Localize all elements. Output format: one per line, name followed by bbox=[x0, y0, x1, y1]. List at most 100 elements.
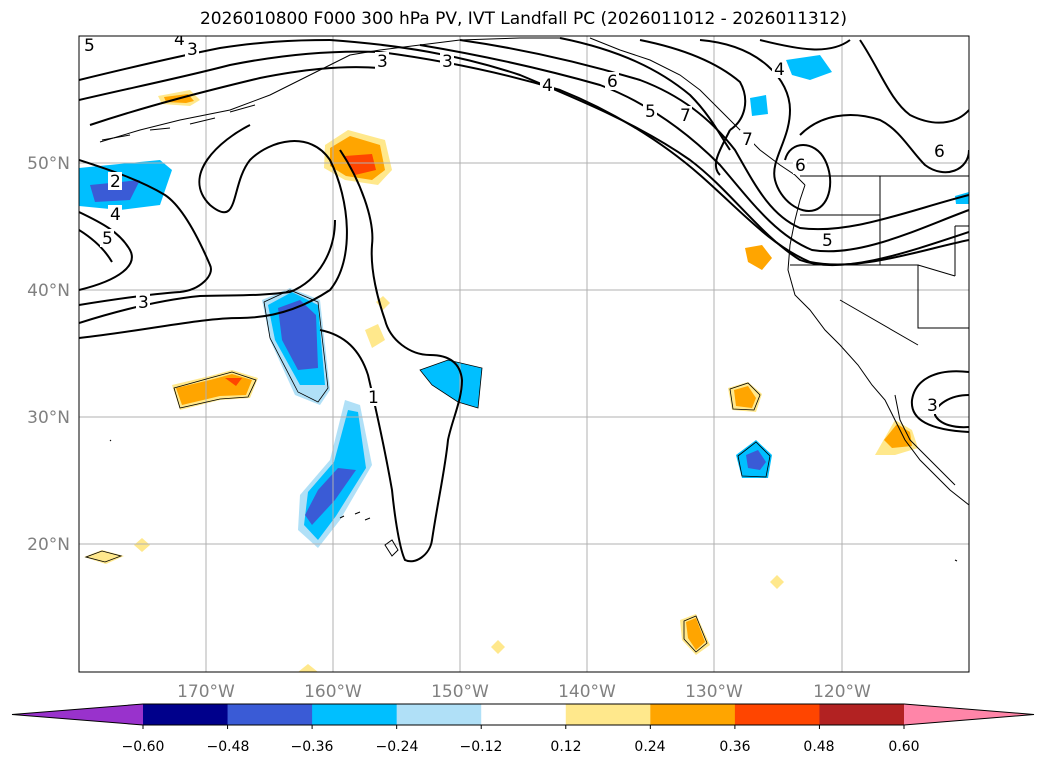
negative-anomaly-core bbox=[746, 450, 766, 470]
positive-anomaly-region bbox=[134, 538, 150, 552]
positive-anomaly-region bbox=[491, 640, 505, 654]
positive-anomaly-region bbox=[365, 324, 385, 348]
contour-3 bbox=[79, 219, 336, 324]
contour-low bbox=[910, 370, 969, 433]
contour-label: 7 bbox=[742, 130, 753, 150]
pacific-northwest-coast bbox=[787, 184, 969, 506]
contour-label: 6 bbox=[934, 142, 945, 162]
contour-5 bbox=[79, 229, 113, 263]
contour-label: 3 bbox=[138, 293, 149, 313]
contour-label: 6 bbox=[607, 72, 618, 92]
colorbar-extend-min bbox=[12, 704, 143, 725]
contour-label: 1 bbox=[368, 388, 379, 408]
colorbar-segment bbox=[227, 704, 313, 725]
contour-label: 3 bbox=[187, 40, 198, 60]
lat-label: 40°N bbox=[27, 281, 70, 301]
colorbar-segment bbox=[650, 704, 736, 725]
contour-label: 4 bbox=[774, 60, 785, 80]
colorbar-extend-max bbox=[904, 704, 1034, 725]
contour-ridge bbox=[799, 114, 969, 174]
contour-label: 6 bbox=[795, 156, 806, 176]
negative-anomaly-region bbox=[786, 55, 832, 80]
positive-anomaly-region bbox=[770, 575, 784, 589]
positive-anomaly-region bbox=[734, 386, 756, 408]
contour-label: 3 bbox=[377, 52, 388, 72]
lat-label: 50°N bbox=[27, 154, 70, 174]
contour-label: 2 bbox=[110, 172, 121, 192]
contour-1 bbox=[79, 124, 348, 339]
contour-labels: 5 4 3 2 3 3 4 6 5 7 7 6 4 6 bbox=[82, 36, 946, 416]
colorbar-segment bbox=[481, 704, 567, 725]
contour-ridge bbox=[859, 39, 969, 124]
contour-label: 5 bbox=[102, 229, 113, 249]
pv-contours bbox=[79, 37, 969, 563]
baja-coast bbox=[894, 394, 956, 486]
contour-4 bbox=[79, 211, 133, 291]
contour-label: 3 bbox=[927, 396, 938, 416]
negative-anomaly-core bbox=[305, 468, 356, 525]
contour-ridge bbox=[714, 129, 731, 176]
graticule bbox=[79, 36, 969, 672]
contour-label: 4 bbox=[110, 205, 121, 225]
latitude-labels: 50°N 40°N 30°N 20°N bbox=[27, 154, 70, 555]
colorbar-segment bbox=[819, 704, 905, 725]
alaska-panhandle-coast bbox=[589, 37, 806, 186]
jet-contour-6 bbox=[459, 39, 969, 231]
hawaii-islands bbox=[339, 511, 399, 557]
lon-label: 140°W bbox=[558, 682, 616, 702]
lat-label: 30°N bbox=[27, 408, 70, 428]
contour-1 bbox=[319, 149, 464, 563]
positive-anomaly-region bbox=[84, 550, 124, 564]
colorbar-tick-label: −0.36 bbox=[291, 739, 334, 755]
lon-label: 120°W bbox=[813, 682, 871, 702]
map-frame bbox=[78, 35, 970, 673]
colorbar-tick-label: 0.60 bbox=[888, 739, 919, 755]
pv-shading bbox=[79, 55, 969, 672]
colorbar-segment bbox=[565, 704, 651, 725]
small-islands bbox=[109, 439, 958, 562]
colorbar-segment bbox=[396, 704, 482, 725]
contour-ridge bbox=[759, 39, 851, 51]
contour-3 bbox=[79, 39, 331, 81]
negative-anomaly-region bbox=[750, 95, 768, 116]
positive-anomaly-region bbox=[745, 245, 772, 270]
jet-contour-4 bbox=[379, 51, 969, 266]
colorbar-tick-label: −0.12 bbox=[460, 739, 503, 755]
map-plot-area: 5 4 3 2 3 3 4 6 5 7 7 6 4 6 bbox=[79, 36, 969, 672]
aleutian-islands bbox=[101, 104, 256, 141]
colorbar-tick-label: −0.60 bbox=[122, 739, 165, 755]
contour-label: 7 bbox=[680, 106, 691, 126]
colorbar-segment bbox=[312, 704, 398, 725]
contour-label: 3 bbox=[442, 52, 453, 72]
jet-contour-5 bbox=[419, 44, 969, 253]
contour-label: 4 bbox=[542, 76, 553, 96]
contour-7 bbox=[559, 37, 731, 151]
contour-6 bbox=[639, 39, 747, 131]
colorbar-tick-label: 0.36 bbox=[719, 739, 750, 755]
colorbar-tick-label: 0.12 bbox=[550, 739, 581, 755]
contour-label: 5 bbox=[645, 102, 656, 122]
positive-anomaly-region bbox=[686, 618, 705, 650]
contour-ridge bbox=[699, 39, 832, 212]
contour-5 bbox=[89, 66, 381, 126]
lat-label: 20°N bbox=[27, 535, 70, 555]
lon-label: 150°W bbox=[431, 682, 489, 702]
contour-label: 5 bbox=[822, 231, 833, 251]
longitude-labels: 170°W 160°W 150°W 140°W 130°W 120°W bbox=[177, 682, 871, 702]
colorbar-segment bbox=[734, 704, 820, 725]
colorbar bbox=[11, 703, 1035, 729]
colorbar-tick-label: 0.48 bbox=[803, 739, 834, 755]
positive-anomaly-region bbox=[298, 664, 318, 672]
colorbar-tick-label: 0.24 bbox=[634, 739, 665, 755]
negative-anomaly-region bbox=[420, 360, 482, 408]
lon-label: 130°W bbox=[685, 682, 743, 702]
contour-low bbox=[933, 394, 969, 429]
positive-anomaly-core bbox=[225, 378, 242, 386]
colorbar-tick-label: −0.24 bbox=[376, 739, 419, 755]
colorbar-tick-label: −0.48 bbox=[207, 739, 250, 755]
map-title: 2026010800 F000 300 hPa PV, IVT Landfall… bbox=[199, 9, 847, 29]
contour-label: 5 bbox=[84, 36, 95, 56]
contour-4 bbox=[79, 50, 381, 101]
lon-label: 170°W bbox=[177, 682, 235, 702]
